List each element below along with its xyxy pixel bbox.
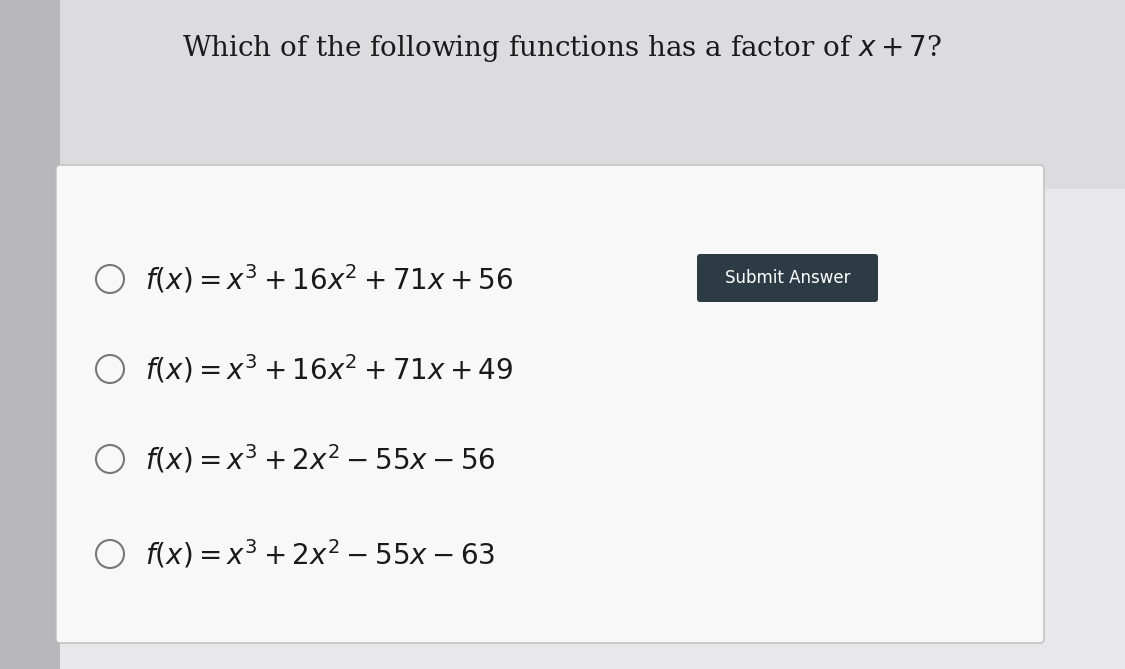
- Text: Submit Answer: Submit Answer: [724, 269, 850, 287]
- Text: $f(x) = x^3 + 16x^2 + 71x + 49$: $f(x) = x^3 + 16x^2 + 71x + 49$: [145, 353, 513, 385]
- Text: Which of the following functions has a factor of $x + 7$?: Which of the following functions has a f…: [182, 33, 942, 64]
- FancyBboxPatch shape: [698, 254, 878, 302]
- Bar: [0, 0, 60, 669]
- Text: $f(x) = x^3 + 2x^2 - 55x - 56$: $f(x) = x^3 + 2x^2 - 55x - 56$: [145, 443, 496, 476]
- Bar: [60, 0, 1125, 189]
- Text: $f(x) = x^3 + 2x^2 - 55x - 63$: $f(x) = x^3 + 2x^2 - 55x - 63$: [145, 538, 495, 571]
- Text: $f(x) = x^3 + 16x^2 + 71x + 56$: $f(x) = x^3 + 16x^2 + 71x + 56$: [145, 262, 513, 296]
- FancyBboxPatch shape: [56, 165, 1044, 643]
